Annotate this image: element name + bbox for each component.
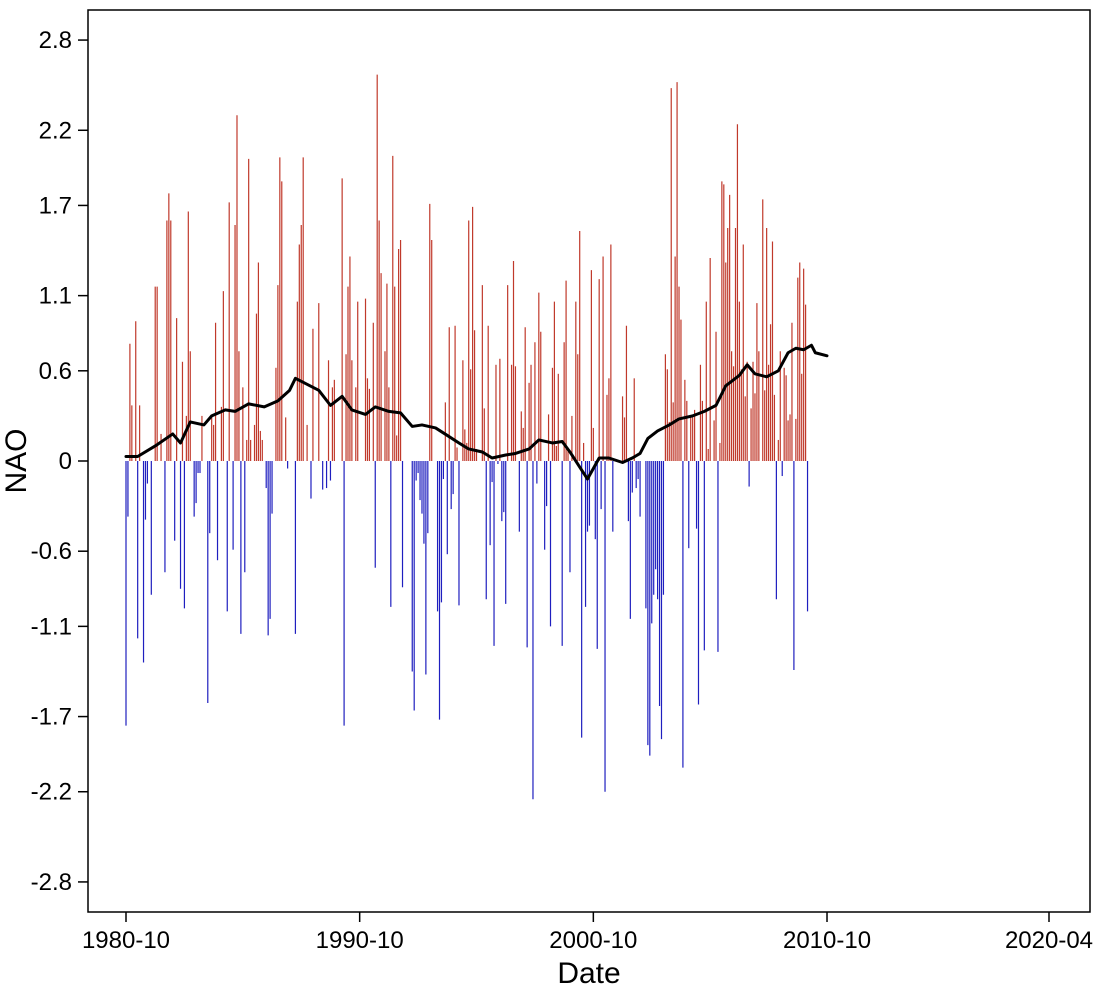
- y-tick-label: 2.2: [39, 117, 72, 144]
- y-tick-label: 0: [59, 448, 72, 475]
- y-tick-label: -0.6: [31, 538, 72, 565]
- y-tick-label: 2.8: [39, 27, 72, 54]
- x-tick-label: 2000-10: [549, 927, 637, 954]
- y-tick-label: -1.1: [31, 613, 72, 640]
- y-tick-label: -2.2: [31, 779, 72, 806]
- x-tick-label: 2010-10: [783, 927, 871, 954]
- running-mean-layer: [124, 343, 829, 481]
- x-tick-label: 1980-10: [82, 927, 170, 954]
- x-axis-title: Date: [557, 957, 620, 990]
- y-tick-label: -2.8: [31, 869, 72, 896]
- x-tick-label: 2020-04: [1005, 927, 1093, 954]
- running-mean-line: [124, 343, 829, 481]
- y-tick-label: 1.7: [39, 192, 72, 219]
- y-tick-label: 0.6: [39, 358, 72, 385]
- y-axis: 2.8 2.2 1.7 1.1 0.6 0 -0.6 -1.1 -1.7 -2.2 -2.8: [31, 27, 88, 896]
- x-axis: 1980-10 1990-10 2000-10 2010-10 2020-04: [82, 912, 1093, 954]
- x-tick-label: 1990-10: [316, 927, 404, 954]
- y-axis-title: NAO: [0, 428, 33, 493]
- bars-layer: [125, 74, 809, 800]
- y-tick-label: -1.7: [31, 704, 72, 731]
- y-tick-label: 1.1: [39, 283, 72, 310]
